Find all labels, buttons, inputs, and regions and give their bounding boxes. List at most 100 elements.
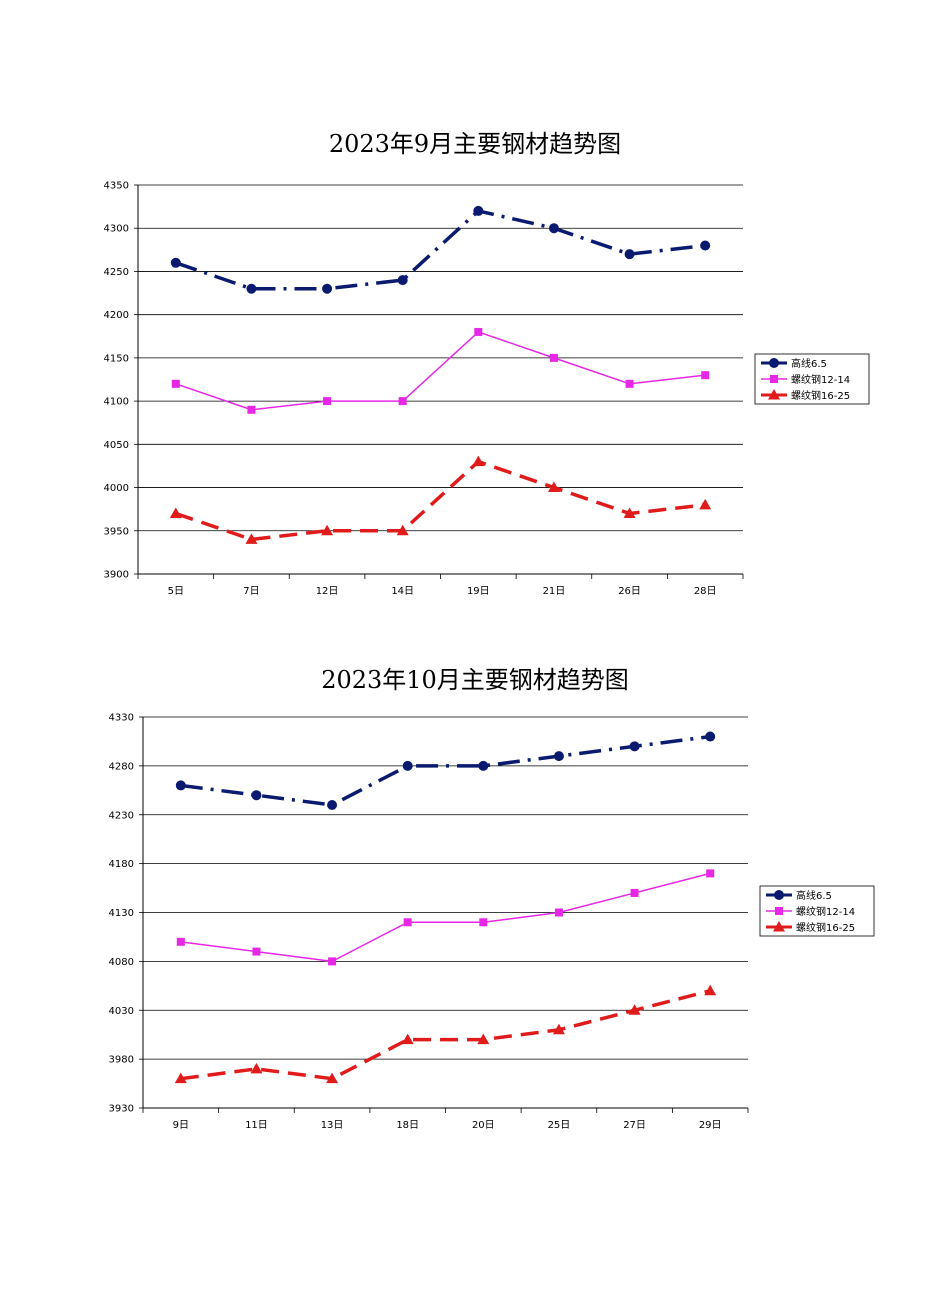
y-tick-label: 4180 bbox=[109, 859, 134, 870]
x-tick-label: 19日 bbox=[467, 586, 490, 597]
series-line bbox=[180, 989, 711, 1081]
x-tick-label: 18日 bbox=[396, 1120, 419, 1131]
x-tick-label: 11日 bbox=[245, 1120, 268, 1131]
chart-september: 3900 3950 4000 4050 4100 4150 4200 4250 4300 4350… bbox=[104, 181, 870, 597]
x-tick-label: 13日 bbox=[321, 1120, 344, 1131]
data-point bbox=[625, 379, 634, 388]
data-point bbox=[477, 1033, 490, 1045]
legend-marker bbox=[768, 389, 780, 400]
data-point bbox=[401, 1033, 414, 1045]
data-point bbox=[176, 937, 185, 946]
data-point bbox=[553, 751, 564, 762]
x-tick-label: 9日 bbox=[173, 1120, 189, 1131]
x-tick-label: 26日 bbox=[618, 586, 641, 597]
data-point bbox=[250, 1062, 263, 1074]
data-point bbox=[629, 741, 640, 752]
series-line bbox=[175, 331, 706, 411]
legend-label: 螺纹钢12-14 bbox=[796, 905, 855, 918]
y-tick-label: 4350 bbox=[104, 181, 129, 192]
data-point bbox=[624, 249, 635, 260]
data-point bbox=[701, 371, 710, 380]
x-tick-label: 14日 bbox=[391, 586, 414, 597]
y-tick-label: 4050 bbox=[104, 440, 129, 451]
data-point bbox=[398, 397, 407, 406]
x-tick-label: 29日 bbox=[699, 1120, 722, 1131]
y-tick-label: 3950 bbox=[104, 526, 129, 537]
legend: 高线6.5 螺纹钢12-14 螺纹钢16-25 bbox=[754, 353, 870, 405]
y-tick-label: 4030 bbox=[109, 1006, 134, 1017]
data-point bbox=[174, 1072, 187, 1084]
data-point bbox=[472, 455, 485, 467]
data-point bbox=[327, 799, 338, 810]
y-tick-label: 4080 bbox=[109, 957, 134, 968]
data-point bbox=[247, 405, 256, 414]
y-tick-label: 3930 bbox=[109, 1104, 134, 1115]
y-tick-label: 4000 bbox=[104, 483, 129, 494]
series-line bbox=[175, 209, 706, 291]
chart-title-october: 2023年10月主要钢材趋势图 bbox=[321, 666, 629, 694]
data-point bbox=[549, 353, 558, 362]
data-point bbox=[706, 869, 715, 878]
data-point bbox=[474, 327, 483, 336]
y-tick-label: 4250 bbox=[104, 267, 129, 278]
data-point bbox=[246, 283, 257, 294]
data-point bbox=[705, 731, 716, 742]
data-point bbox=[322, 283, 333, 294]
legend-label: 螺纹钢16-25 bbox=[796, 921, 855, 934]
data-point bbox=[402, 760, 413, 771]
x-tick-label: 7日 bbox=[243, 586, 259, 597]
data-point bbox=[479, 918, 488, 927]
data-point bbox=[478, 760, 489, 771]
data-point bbox=[321, 524, 334, 536]
data-point bbox=[328, 957, 337, 966]
y-tick-label: 4150 bbox=[104, 353, 129, 364]
series-2 bbox=[171, 327, 710, 414]
x-tick-label: 5日 bbox=[168, 586, 184, 597]
series-line bbox=[180, 872, 711, 963]
y-tick-label: 4300 bbox=[104, 224, 129, 235]
data-point bbox=[171, 379, 180, 388]
data-point bbox=[245, 533, 258, 544]
data-point bbox=[251, 790, 262, 801]
x-tick-label: 25日 bbox=[548, 1120, 571, 1131]
data-point bbox=[169, 507, 182, 518]
y-tick-label: 4230 bbox=[109, 810, 134, 821]
legend: 高线6.5 螺纹钢12-14 螺纹钢16-25 bbox=[759, 885, 875, 937]
data-point bbox=[175, 780, 186, 791]
chart-title-september: 2023年9月主要钢材趋势图 bbox=[328, 130, 622, 158]
data-point bbox=[699, 498, 712, 510]
series-line bbox=[175, 459, 706, 542]
data-point bbox=[403, 918, 412, 927]
y-tick-label: 4330 bbox=[109, 713, 134, 724]
y-tick-label: 4100 bbox=[104, 397, 129, 408]
series-1 bbox=[170, 205, 711, 294]
gridlines bbox=[134, 184, 743, 575]
data-point bbox=[704, 984, 717, 996]
series-2 bbox=[176, 869, 715, 966]
data-point bbox=[252, 947, 261, 956]
chart-october: 3930 3980 4030 4080 4130 4180 4230 4280 4330 9日 11… bbox=[109, 713, 875, 1131]
data-point bbox=[554, 908, 563, 917]
y-tick-label: 3900 bbox=[104, 570, 129, 581]
data-point bbox=[170, 257, 181, 268]
data-point bbox=[628, 1004, 641, 1015]
legend-marker bbox=[774, 890, 784, 900]
data-point bbox=[623, 507, 636, 518]
series-3 bbox=[174, 984, 717, 1084]
data-point bbox=[323, 397, 332, 406]
data-point bbox=[326, 1072, 339, 1084]
legend-label: 螺纹钢12-14 bbox=[791, 373, 850, 386]
series-1 bbox=[175, 731, 716, 810]
x-tick-label: 20日 bbox=[472, 1120, 495, 1131]
legend-marker bbox=[775, 907, 783, 915]
data-point bbox=[700, 240, 711, 251]
x-tick-label: 27日 bbox=[623, 1120, 646, 1131]
data-point bbox=[630, 888, 639, 897]
y-tick-label: 4130 bbox=[109, 908, 134, 919]
series-3 bbox=[169, 455, 712, 544]
legend-marker bbox=[773, 921, 785, 932]
data-point bbox=[547, 481, 560, 493]
legend-marker bbox=[769, 358, 779, 368]
data-point bbox=[552, 1023, 565, 1035]
series-line bbox=[180, 734, 711, 807]
